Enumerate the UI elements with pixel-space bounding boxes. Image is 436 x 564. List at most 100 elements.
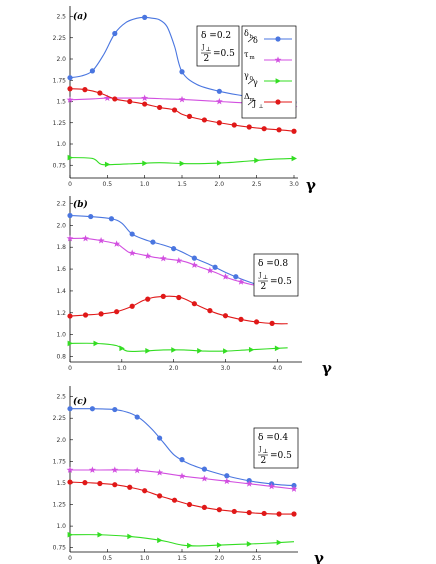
ratio-numerator: J (258, 272, 262, 279)
delta-value: δ =0.8 (258, 259, 288, 269)
x-axis-variable: γ (314, 549, 324, 564)
data-point-triangle (276, 539, 283, 546)
parameter-box-frame (253, 253, 299, 297)
data-point-star (128, 249, 136, 256)
data-point-circle (97, 90, 103, 96)
data-point-triangle (187, 542, 193, 549)
data-point-triangle (171, 347, 177, 353)
x-tick-label: 1.5 (177, 555, 187, 562)
y-tick-label: 0.8 (56, 354, 66, 361)
legend-symbol-den: δ (253, 36, 258, 45)
ratio-denominator: 2 (261, 282, 267, 292)
data-point-circle (88, 213, 94, 220)
data-point-circle (231, 508, 237, 515)
data-point-star (178, 472, 186, 479)
data-point-triangle (67, 154, 73, 161)
parameter-box-frame (253, 427, 299, 469)
data-point-star (144, 252, 152, 259)
data-point-circle (129, 303, 135, 309)
data-point-circle (89, 406, 95, 412)
data-point-star (66, 234, 74, 242)
legend-symbol-num-sub: h (250, 34, 254, 40)
parameter-box: δ =0.4 J ⊥2 =0.5 (253, 427, 299, 469)
data-point-triangle (248, 346, 255, 353)
series-line-circle (69, 214, 288, 292)
data-point-star (178, 95, 186, 103)
parameter-box: δ =0.8 J ⊥2 =0.5 (253, 253, 299, 297)
series-line-triangle (69, 342, 288, 353)
x-axis-variable: γ (306, 176, 316, 194)
data-point-star (111, 466, 119, 473)
x-tick-label: 2.5 (252, 555, 262, 562)
ratio-denominator: 2 (261, 456, 267, 466)
y-tick-label: 1.5 (56, 480, 66, 487)
data-point-star (103, 94, 111, 102)
ratio-numerator-sub: ⊥ (263, 448, 269, 455)
data-point-triangle (254, 157, 260, 164)
data-point-circle (82, 480, 88, 486)
data-point-star (223, 477, 231, 485)
y-tick-label: 2.2 (56, 200, 66, 207)
data-point-circle (67, 212, 73, 219)
data-point-star (133, 466, 141, 474)
legend-symbol-den: J (252, 99, 256, 108)
data-point-circle (67, 86, 73, 92)
data-point-circle (127, 98, 133, 105)
x-tick-label: 2.0 (215, 181, 225, 188)
data-point-circle (291, 128, 297, 134)
ratio-numerator-sub: ⊥ (263, 274, 269, 281)
data-point-circle (233, 274, 239, 280)
data-point-circle (261, 510, 267, 517)
y-tick-label: 0.75 (53, 162, 67, 169)
delta-value: δ =0.2 (201, 31, 231, 41)
x-tick-label: 3.0 (221, 365, 231, 372)
series-line-circle (69, 481, 295, 515)
series-line-triangle (69, 534, 295, 547)
data-point-circle (191, 255, 197, 261)
x-tick-label: 2.0 (215, 555, 225, 562)
ratio-numerator: J (201, 44, 205, 51)
y-tick-label: 2.25 (53, 35, 67, 42)
panel-label: (b) (73, 199, 88, 210)
legend-symbol-slash (247, 36, 255, 43)
data-point-circle (253, 319, 260, 325)
data-point-circle (112, 30, 118, 37)
data-point-star (159, 254, 167, 262)
data-point-circle (82, 87, 88, 93)
x-tick-label: 1.0 (140, 181, 150, 188)
data-point-circle (108, 216, 115, 222)
data-point-circle (186, 113, 193, 119)
data-point-triangle (197, 347, 203, 354)
data-point-triangle (119, 345, 125, 352)
data-point-triangle (142, 160, 148, 167)
y-tick-label: 1.75 (53, 458, 67, 465)
y-tick-label: 1.6 (56, 266, 66, 273)
data-point-circle (127, 484, 133, 490)
panel-label: (c) (73, 396, 87, 407)
data-point-circle (276, 127, 282, 133)
data-point-circle (157, 104, 163, 111)
data-point-circle (216, 88, 222, 94)
data-point-star (156, 468, 164, 476)
data-point-circle (98, 311, 104, 317)
data-point-triangle (97, 531, 103, 538)
data-point-circle (160, 293, 166, 299)
data-point-star (206, 266, 214, 274)
ratio-value: =0.5 (270, 451, 292, 461)
ratio-value: =0.5 (213, 49, 235, 59)
y-tick-label: 1.0 (56, 332, 66, 339)
legend-symbol-num-sub: 0 (250, 76, 254, 82)
y-tick-label: 2.5 (56, 14, 66, 21)
data-point-circle (222, 313, 229, 319)
y-tick-label: 1.25 (53, 120, 67, 127)
ratio-numerator-sub: ⊥ (206, 46, 212, 53)
legend-symbol-num: δ (244, 29, 249, 38)
x-tick-label: 1.5 (177, 181, 187, 188)
data-point-circle (89, 68, 95, 74)
legend-symbol-den-sub: ⊥ (259, 104, 264, 110)
data-point-triangle (223, 348, 229, 354)
data-point-circle (142, 14, 148, 20)
x-tick-label: 1.0 (140, 555, 150, 562)
